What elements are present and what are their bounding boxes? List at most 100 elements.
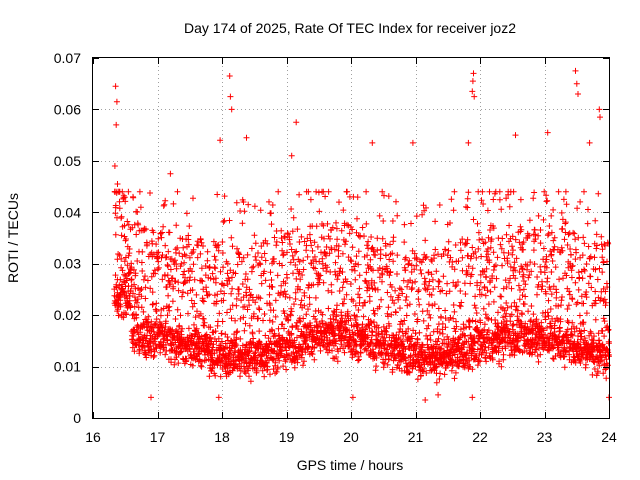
data-point bbox=[489, 273, 496, 279]
data-point bbox=[290, 214, 297, 221]
data-point bbox=[274, 272, 281, 279]
data-point bbox=[506, 279, 512, 286]
data-point bbox=[594, 276, 601, 283]
data-point bbox=[207, 324, 214, 331]
data-point bbox=[234, 328, 241, 335]
data-point bbox=[228, 234, 235, 241]
data-point bbox=[227, 93, 234, 100]
data-point bbox=[435, 335, 442, 342]
data-point bbox=[519, 311, 526, 318]
data-point bbox=[542, 316, 549, 323]
data-point bbox=[548, 269, 555, 275]
data-point bbox=[540, 335, 547, 342]
data-point bbox=[221, 290, 228, 297]
data-point bbox=[251, 203, 258, 210]
data-point bbox=[221, 217, 228, 224]
data-point bbox=[579, 275, 586, 282]
data-point bbox=[445, 247, 452, 254]
data-point bbox=[418, 270, 425, 277]
data-point bbox=[319, 311, 326, 318]
data-point bbox=[487, 244, 494, 251]
data-point bbox=[379, 188, 386, 195]
data-point bbox=[316, 276, 323, 283]
data-point bbox=[413, 213, 420, 220]
data-point bbox=[299, 272, 306, 278]
data-point bbox=[402, 297, 409, 304]
data-point bbox=[500, 351, 507, 358]
data-point bbox=[226, 217, 233, 224]
data-point bbox=[385, 313, 391, 320]
data-point bbox=[473, 310, 480, 316]
data-point bbox=[317, 347, 324, 354]
data-point bbox=[142, 295, 149, 302]
data-point bbox=[253, 257, 260, 264]
data-point bbox=[418, 259, 425, 266]
data-point bbox=[520, 286, 527, 293]
data-point bbox=[543, 256, 550, 263]
data-point bbox=[229, 367, 236, 374]
data-point bbox=[464, 195, 471, 202]
data-point bbox=[339, 284, 346, 291]
data-point bbox=[405, 325, 412, 332]
data-point bbox=[160, 202, 167, 209]
data-point bbox=[281, 288, 288, 295]
data-point bbox=[178, 260, 185, 267]
data-point bbox=[480, 201, 487, 207]
data-point bbox=[320, 222, 327, 229]
data-point bbox=[292, 262, 299, 268]
data-point bbox=[535, 358, 542, 365]
data-point bbox=[385, 193, 392, 200]
data-point bbox=[313, 336, 320, 343]
data-point bbox=[550, 206, 557, 213]
data-point bbox=[179, 325, 186, 332]
data-point bbox=[363, 269, 370, 276]
data-point bbox=[235, 250, 242, 257]
data-point bbox=[336, 199, 342, 206]
data-point bbox=[583, 294, 590, 301]
data-point bbox=[167, 266, 174, 273]
data-point bbox=[166, 303, 173, 310]
data-point bbox=[470, 70, 477, 77]
data-point bbox=[285, 316, 292, 323]
data-point bbox=[438, 345, 445, 352]
data-point bbox=[404, 283, 411, 290]
data-point bbox=[240, 199, 247, 205]
data-point bbox=[414, 336, 421, 343]
data-point bbox=[154, 266, 161, 273]
data-point bbox=[504, 260, 511, 267]
data-point bbox=[511, 299, 518, 306]
data-point bbox=[478, 197, 485, 204]
data-point bbox=[451, 375, 458, 382]
data-point bbox=[174, 330, 181, 337]
data-point bbox=[333, 219, 339, 226]
data-point bbox=[423, 253, 430, 260]
data-point bbox=[384, 265, 391, 272]
data-point bbox=[214, 242, 221, 249]
data-point bbox=[514, 313, 521, 320]
x-tick-label: 20 bbox=[343, 429, 359, 445]
data-point bbox=[267, 371, 273, 378]
data-point bbox=[472, 305, 479, 311]
data-point bbox=[159, 252, 166, 258]
data-point bbox=[204, 248, 211, 255]
data-point bbox=[451, 266, 458, 273]
data-point bbox=[130, 333, 137, 339]
data-point bbox=[267, 269, 274, 276]
data-point bbox=[376, 265, 383, 271]
chart-title: Day 174 of 2025, Rate Of TEC Index for r… bbox=[184, 20, 516, 36]
data-point bbox=[308, 260, 315, 267]
data-point bbox=[386, 256, 393, 263]
data-point bbox=[180, 289, 186, 296]
data-point bbox=[181, 259, 188, 266]
data-point bbox=[530, 195, 537, 202]
data-point bbox=[323, 244, 330, 250]
data-point bbox=[183, 355, 190, 362]
data-point bbox=[424, 286, 431, 293]
data-point bbox=[547, 286, 554, 293]
data-point bbox=[126, 246, 133, 252]
data-point bbox=[393, 198, 399, 205]
data-point bbox=[380, 218, 387, 224]
data-point bbox=[545, 313, 552, 319]
data-point bbox=[162, 351, 169, 358]
data-point bbox=[563, 201, 570, 208]
